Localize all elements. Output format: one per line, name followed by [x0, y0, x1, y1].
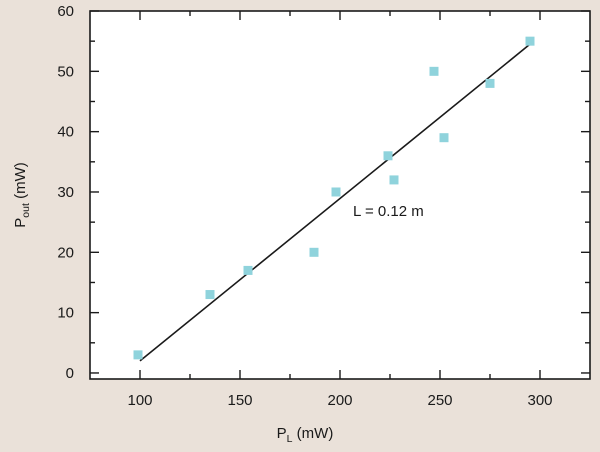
x-tick-label: 200: [327, 392, 352, 409]
y-tick-label: 30: [57, 184, 74, 201]
annotation-label: L = 0.12 m: [353, 203, 424, 220]
data-point: [429, 66, 439, 76]
tick-labels: 100 150 200 250 300 0 10 20 30 40 50 60: [57, 3, 552, 409]
fit-line: [139, 43, 531, 362]
x-axis-subscript: L: [287, 433, 293, 445]
x-axis-title: PL (mW): [277, 425, 334, 445]
x-axis-symbol: P: [277, 425, 287, 442]
data-point: [331, 187, 341, 197]
data-point: [439, 133, 449, 143]
data-point: [243, 265, 253, 275]
data-point: [133, 350, 143, 360]
data-point: [205, 290, 215, 300]
x-tick-label: 250: [427, 392, 452, 409]
data-point: [383, 151, 393, 161]
data-point: [525, 36, 535, 46]
y-axis-subscript: out: [20, 203, 32, 218]
y-tick-label: 50: [57, 63, 74, 80]
y-tick-label: 0: [66, 365, 74, 382]
x-axis-unit: (mW): [293, 425, 334, 442]
x-tick-label: 300: [527, 392, 552, 409]
y-axis-symbol: P: [12, 218, 29, 228]
x-tick-label: 150: [227, 392, 252, 409]
y-tick-label: 60: [57, 3, 74, 20]
data-point: [485, 78, 495, 88]
x-tick-label: 100: [127, 392, 152, 409]
y-tick-label: 40: [57, 124, 74, 141]
y-axis-title: Pout (mW): [12, 162, 32, 227]
data-point: [389, 175, 399, 185]
y-tick-label: 10: [57, 305, 74, 322]
data-point: [309, 247, 319, 257]
y-axis-unit: (mW): [12, 162, 29, 203]
axis-ticks: [90, 10, 590, 379]
y-tick-label: 20: [57, 244, 74, 261]
data-points: [133, 36, 535, 360]
